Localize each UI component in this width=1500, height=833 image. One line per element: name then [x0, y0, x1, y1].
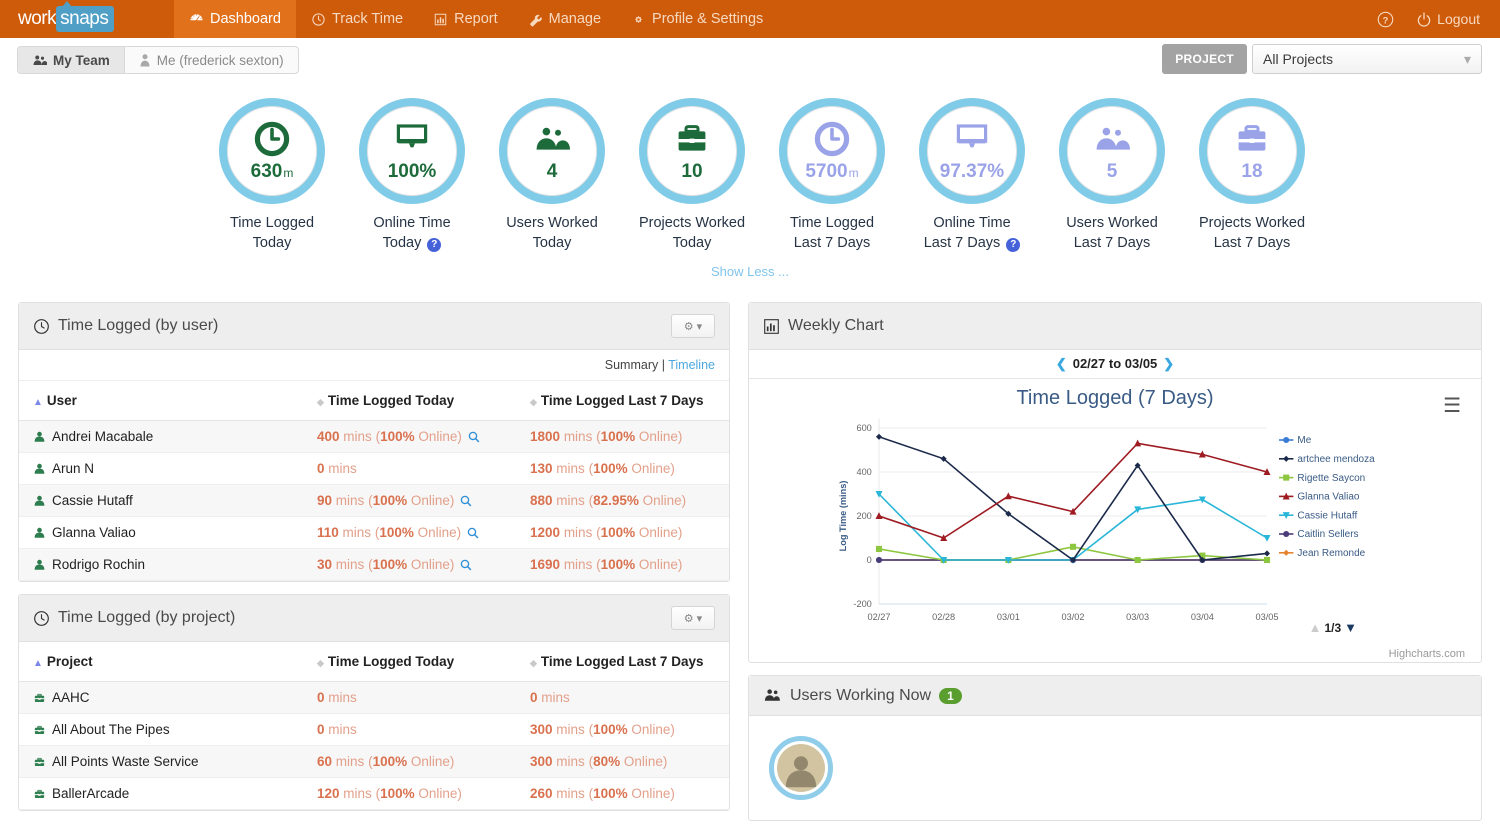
svg-text:Me: Me	[1297, 435, 1311, 446]
svg-text:Caitlin Sellers: Caitlin Sellers	[1297, 529, 1358, 540]
svg-text:Glanna Valiao: Glanna Valiao	[1297, 492, 1360, 503]
svg-text:400: 400	[856, 467, 871, 477]
svg-text:03/01: 03/01	[997, 612, 1020, 622]
svg-text:02/28: 02/28	[932, 612, 955, 622]
svg-text:artchee mendoza: artchee mendoza	[1297, 454, 1375, 465]
svg-text:Jean Remonde: Jean Remonde	[1297, 548, 1365, 559]
svg-text:03/03: 03/03	[1126, 612, 1149, 622]
svg-text:Cassie Hutaff: Cassie Hutaff	[1297, 510, 1357, 521]
svg-text:?: ?	[1383, 15, 1389, 25]
svg-text:03/05: 03/05	[1256, 612, 1279, 622]
svg-text:02/27: 02/27	[868, 612, 891, 622]
svg-text:-200: -200	[853, 599, 871, 609]
svg-text:200: 200	[856, 511, 871, 521]
svg-text:03/02: 03/02	[1062, 612, 1085, 622]
svg-text:Log Time (mins): Log Time (mins)	[838, 481, 848, 552]
svg-text:600: 600	[856, 423, 871, 433]
svg-text:Rigette Saycon: Rigette Saycon	[1297, 473, 1365, 484]
svg-text:0: 0	[867, 555, 872, 565]
svg-text:03/04: 03/04	[1191, 612, 1214, 622]
